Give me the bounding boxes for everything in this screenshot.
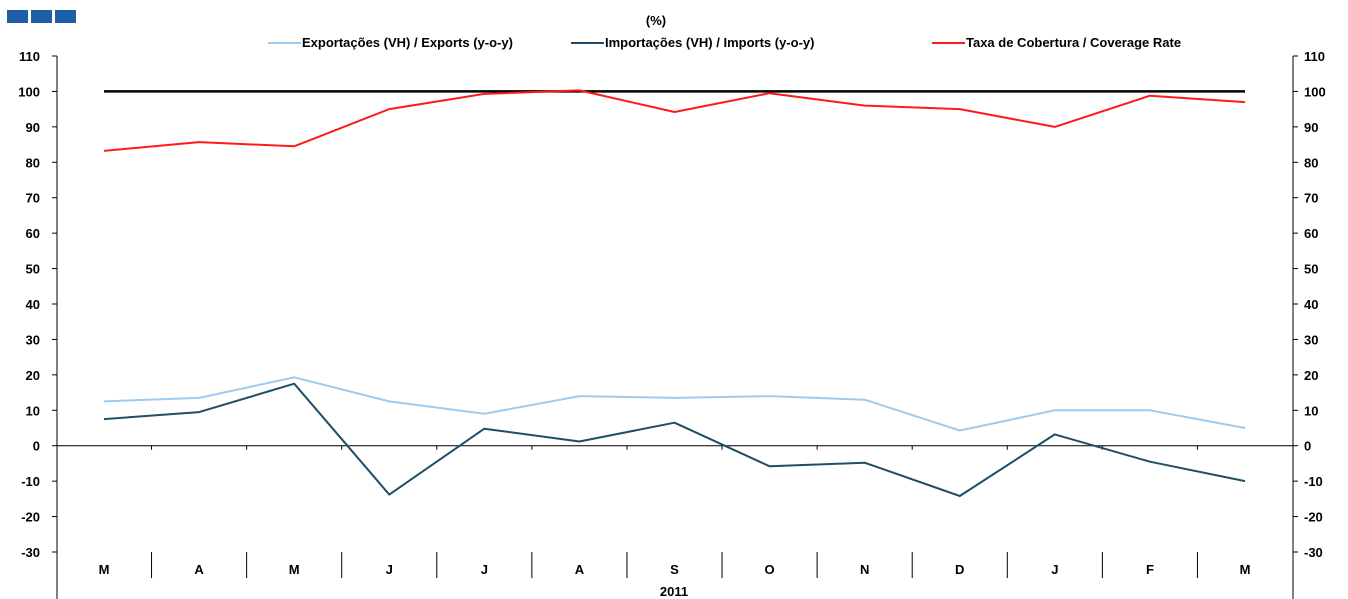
y-tick-label-right: 80 xyxy=(1304,155,1318,170)
y-tick-label-left: 110 xyxy=(19,49,40,64)
x-tick-label: N xyxy=(860,562,869,577)
y-tick-label-right: 40 xyxy=(1304,297,1318,312)
y-tick-label-left: 90 xyxy=(26,120,40,135)
legend: Exportações (VH) / Exports (y-o-y) Import… xyxy=(268,35,1181,50)
y-tick-label-right: 30 xyxy=(1304,332,1318,347)
y-tick-label-right: 90 xyxy=(1304,120,1318,135)
y-tick-label-left: 0 xyxy=(33,439,40,454)
y-tick-label-left: -10 xyxy=(21,474,40,489)
y-tick-label-left: -30 xyxy=(21,545,40,560)
logo-block-3 xyxy=(55,10,76,23)
y-tick-label-right: 110 xyxy=(1304,49,1325,64)
y-tick-label-left: 100 xyxy=(18,84,40,99)
y-tick-label-left: 40 xyxy=(26,297,40,312)
x-tick-label: F xyxy=(1146,562,1154,577)
y-tick-label-left: 60 xyxy=(26,226,40,241)
series-line-coverage-rate xyxy=(103,89,1246,152)
x-tick-label: M xyxy=(1240,562,1251,577)
y-tick-label-right: -10 xyxy=(1304,474,1323,489)
y-tick-label-left: 70 xyxy=(26,191,40,206)
y-tick-label-right: 60 xyxy=(1304,226,1318,241)
y-tick-label-left: 30 xyxy=(26,332,40,347)
x-tick-label: J xyxy=(481,562,488,577)
series-line-imports xyxy=(103,382,1246,497)
unit-label: (%) xyxy=(646,13,666,28)
logo-block-1 xyxy=(7,10,28,23)
y-tick-label-left: 20 xyxy=(26,368,40,383)
x-tick-label: S xyxy=(670,562,679,577)
y-tick-label-right: 100 xyxy=(1304,84,1326,99)
series-line-exports xyxy=(103,376,1246,432)
logo xyxy=(7,10,76,23)
y-tick-label-right: 0 xyxy=(1304,439,1311,454)
x-tick-label: J xyxy=(1051,562,1058,577)
x-axis-label: 2011 xyxy=(660,584,688,599)
y-tick-label-left: -20 xyxy=(21,510,40,525)
legend-label-coverage-rate: Taxa de Cobertura / Coverage Rate xyxy=(966,35,1181,50)
legend-label-exports: Exportações (VH) / Exports (y-o-y) xyxy=(302,35,513,50)
x-tick-label: A xyxy=(194,562,204,577)
x-tick-label: A xyxy=(575,562,585,577)
x-tick-label: M xyxy=(289,562,300,577)
y-tick-label-right: 50 xyxy=(1304,262,1318,277)
y-tick-label-left: 50 xyxy=(26,262,40,277)
logo-block-2 xyxy=(31,10,52,23)
y-tick-label-right: -30 xyxy=(1304,545,1323,560)
y-tick-label-right: 70 xyxy=(1304,191,1318,206)
y-tick-label-left: 10 xyxy=(26,403,40,418)
x-tick-label: D xyxy=(955,562,964,577)
y-tick-label-left: 80 xyxy=(26,155,40,170)
y-tick-label-right: 20 xyxy=(1304,368,1318,383)
plot-area xyxy=(103,89,1246,497)
x-tick-label: O xyxy=(765,562,775,577)
x-tick-label: J xyxy=(386,562,393,577)
y-tick-label-right: 10 xyxy=(1304,403,1318,418)
y-tick-label-right: -20 xyxy=(1304,510,1323,525)
legend-label-imports: Importações (VH) / Imports (y-o-y) xyxy=(605,35,814,50)
x-tick-label: M xyxy=(99,562,110,577)
